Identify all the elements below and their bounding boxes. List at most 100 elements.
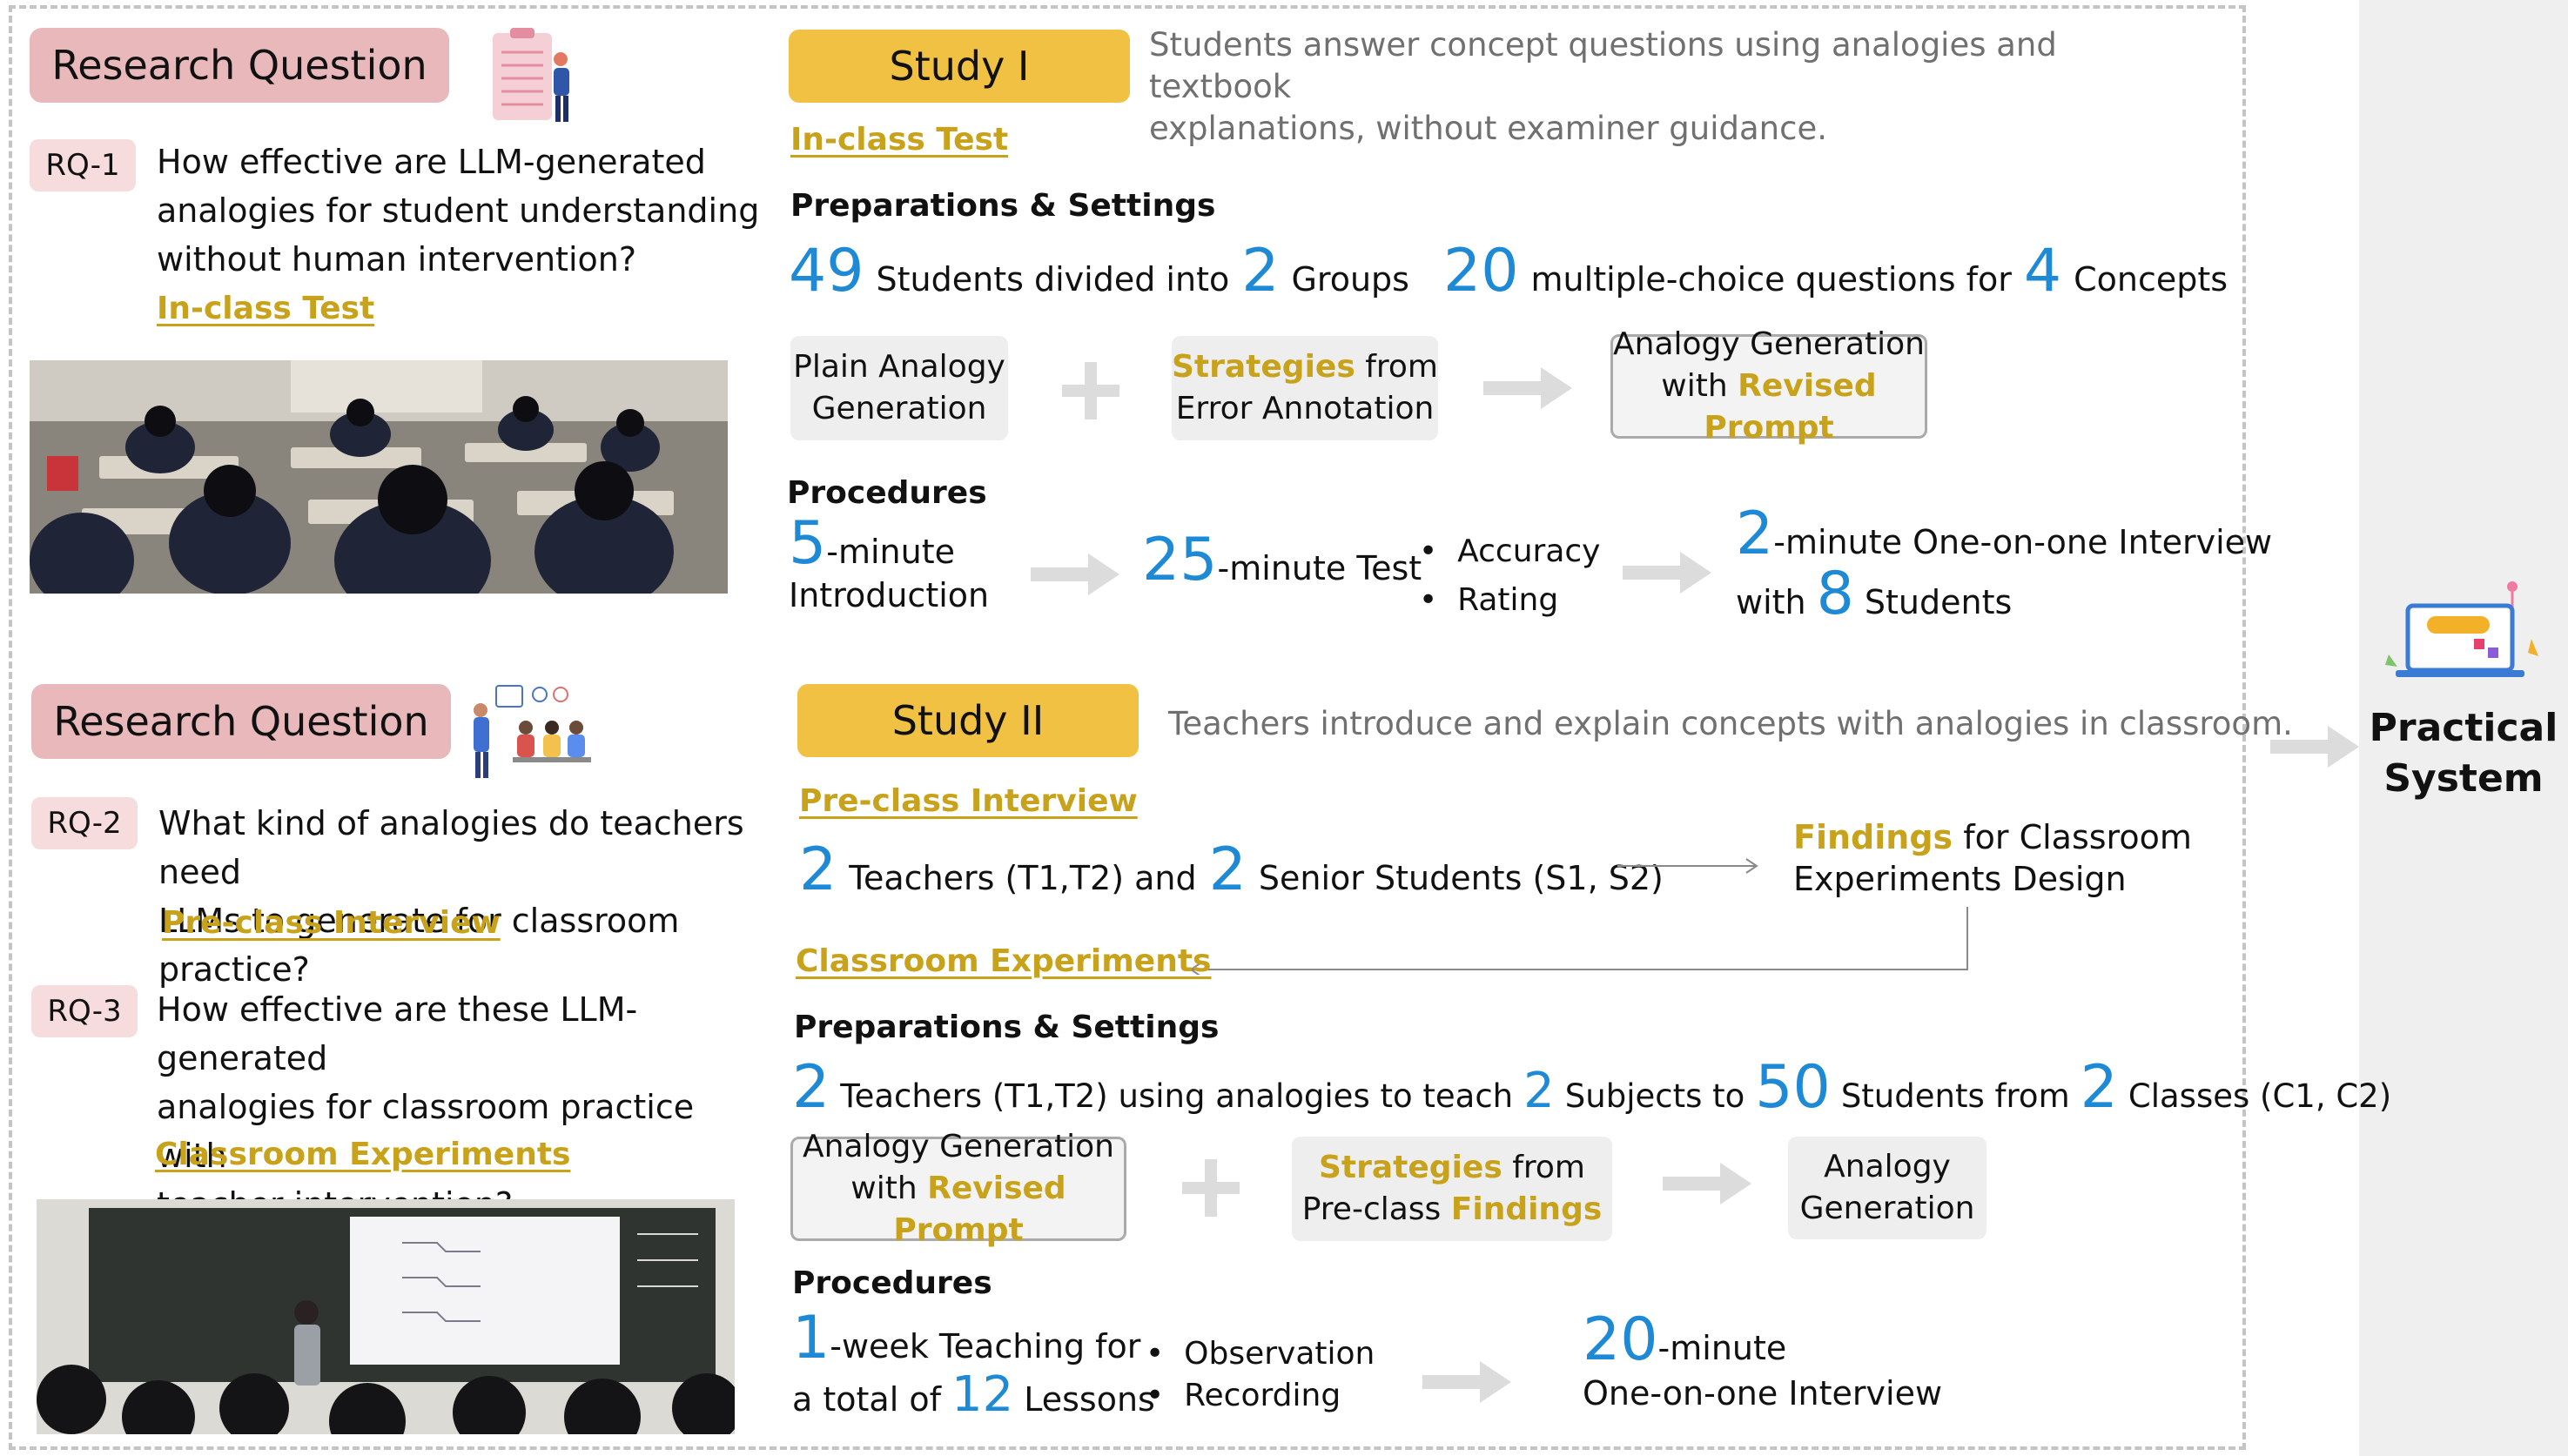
prep-text: Subjects to [1564, 1077, 1745, 1115]
plus-icon [1179, 1156, 1243, 1220]
interview-step: 2 -minute One-on-one Interview with 8 Stude… [1736, 505, 2273, 628]
rq-3-link[interactable]: Classroom Experiments [155, 1137, 571, 1172]
teaching-step: 1 -week Teaching for a total of 12 Lessons [792, 1304, 1155, 1424]
study-2-prep-title: Preparations & Settings [794, 1010, 1220, 1045]
test-step: 25 -minute Test [1142, 526, 1422, 594]
prep-text: multiple-choice questions for [1530, 260, 2012, 299]
arrow-right-icon [1659, 1159, 1755, 1208]
metric-bullets: • Accuracy • Rating [1419, 533, 1601, 618]
rq-badge-1: RQ-1 [30, 139, 136, 191]
plain-analogy-box: Plain Analogy Generation [790, 336, 1008, 440]
box-line: Generation [1799, 1191, 1975, 1226]
interview-participants: 2 Teachers (T1,T2) and 2 Senior Students… [799, 835, 1664, 904]
proc-text: Students [1864, 583, 2013, 621]
test-minutes: 25 [1142, 526, 1218, 594]
main-dashed-frame [9, 5, 2246, 1450]
rq-3-line: How effective are these LLM-generated [157, 990, 638, 1077]
prep-text: Concepts [2074, 260, 2229, 299]
revised-prompt-label: Revised Prompt [893, 1171, 1066, 1248]
study-1-proc-title: Procedures [787, 475, 987, 511]
rq-badge-3: RQ-3 [31, 985, 138, 1037]
people-illustration [465, 684, 595, 782]
study-2-link-1[interactable]: Pre-class Interview [799, 783, 1138, 819]
interview-text: Senior Students (S1, S2) [1258, 859, 1664, 897]
findings-rest: for Classroom [1963, 818, 2192, 856]
study-1-prep-line-2: 20 multiple-choice questions for 4 Conce… [1443, 237, 2228, 305]
prep-text: Classes (C1, C2) [2128, 1077, 2392, 1115]
proc-text: -minute Test [1217, 549, 1422, 587]
study-1-desc-line: Students answer concept questions using … [1149, 26, 2057, 105]
box-text: from [1365, 349, 1438, 385]
box-text: with [850, 1171, 918, 1206]
lessons-count: 12 [951, 1366, 1014, 1423]
study-1-prep-title: Preparations & Settings [790, 188, 1216, 224]
rq-2-line: What kind of analogies do teachers need [158, 804, 744, 891]
rq-2-link[interactable]: Pre-class Interview [162, 905, 501, 941]
strategies-label: Strategies [1172, 349, 1355, 385]
final-interview-step: 20 -minute One-on-one Interview [1583, 1305, 1943, 1416]
plus-icon [1059, 359, 1123, 423]
interview-text: Teachers (T1,T2) and [849, 859, 1197, 897]
system-line: Practical [2369, 706, 2558, 750]
bullet-item: Rating [1457, 582, 1559, 618]
strategies-findings-box: Strategies from Pre-class Findings [1292, 1137, 1612, 1241]
intro-step: 5 -minute Introduction [789, 509, 990, 617]
proc-text: -minute One-on-one Interview [1773, 523, 2273, 561]
arrow-right-icon [1027, 550, 1123, 599]
proc-text: a total of [792, 1380, 941, 1419]
arrow-right-icon [1419, 1358, 1515, 1406]
prep-text: Teachers (T1,T2) using analogies to teac… [840, 1077, 1514, 1115]
findings-text: Findings for Classroom Experiments Desig… [1793, 816, 2192, 900]
thin-arrow-icon [1616, 853, 1762, 879]
box-line: Error Annotation [1175, 391, 1435, 426]
rq-title-2: Research Question [31, 684, 451, 759]
laptop-icon [2378, 578, 2544, 682]
findings-label: Findings [1793, 818, 1953, 856]
study-1-link[interactable]: In-class Test [790, 122, 1009, 158]
study-2-description: Teachers introduce and explain concepts … [1168, 705, 2293, 742]
students-count: 49 [789, 237, 864, 305]
box-text: Pre-class [1301, 1191, 1442, 1227]
week-count: 1 [792, 1304, 830, 1372]
prep-text: Students from [1840, 1077, 2070, 1115]
rq-3-line: analogies for classroom practice with [157, 1088, 695, 1175]
box-line: Analogy Generation [1613, 326, 1925, 362]
proc-text: One-on-one Interview [1583, 1374, 1943, 1412]
strategies-label: Strategies [1319, 1150, 1502, 1185]
box-line: Analogy Generation [803, 1129, 1114, 1164]
box-line: Plain Analogy [793, 349, 1005, 385]
clipboard-illustration [484, 26, 584, 126]
proc-text: Lessons [1024, 1380, 1155, 1419]
study-2-prep-line: 2 Teachers (T1,T2) using analogies to te… [792, 1053, 2391, 1122]
prep-text: Students divided into [876, 260, 1230, 299]
groups-count: 2 [1241, 237, 1280, 305]
rq-1-link[interactable]: In-class Test [157, 291, 375, 326]
observation-bullets: • Observation • Recording [1146, 1336, 1375, 1413]
bullet-item: Recording [1184, 1378, 1341, 1413]
intro-minutes: 5 [789, 509, 827, 578]
proc-text: -minute [1657, 1329, 1787, 1367]
study-1-description: Students answer concept questions using … [1149, 24, 2194, 150]
findings-label: Findings [1450, 1191, 1603, 1227]
concepts-count: 4 [2023, 237, 2062, 305]
proc-text: with [1736, 583, 1806, 621]
questions-count: 20 [1443, 237, 1519, 305]
arrow-right-icon [2267, 722, 2363, 771]
analogy-generation-box: Analogy Generation [1788, 1137, 1987, 1239]
classes-count: 2 [2080, 1053, 2118, 1122]
students-count: 50 [1755, 1053, 1831, 1122]
findings-line: Experiments Design [1793, 860, 2127, 898]
study-2-title: Study II [797, 684, 1139, 757]
proc-text: Introduction [789, 576, 990, 614]
rq-2-line: LLMs to generate for classroom practice? [158, 902, 680, 989]
revised-prompt-box-2: Analogy Generation with Revised Prompt [790, 1129, 1126, 1248]
bullet-item: Accuracy [1457, 533, 1601, 569]
rq-1-line: without human intervention? [157, 240, 637, 278]
rq-3-text: How effective are these LLM-generated an… [157, 985, 766, 1229]
study-1-prep-line: 49 Students divided into 2 Groups [789, 237, 1409, 305]
revised-prompt-label: Revised Prompt [1704, 368, 1877, 446]
rq-title-1: Research Question [30, 28, 449, 103]
classroom-test-photo [30, 360, 728, 594]
interview-minutes: 20 [1583, 1305, 1658, 1374]
study-2-link-2[interactable]: Classroom Experiments [796, 943, 1212, 979]
